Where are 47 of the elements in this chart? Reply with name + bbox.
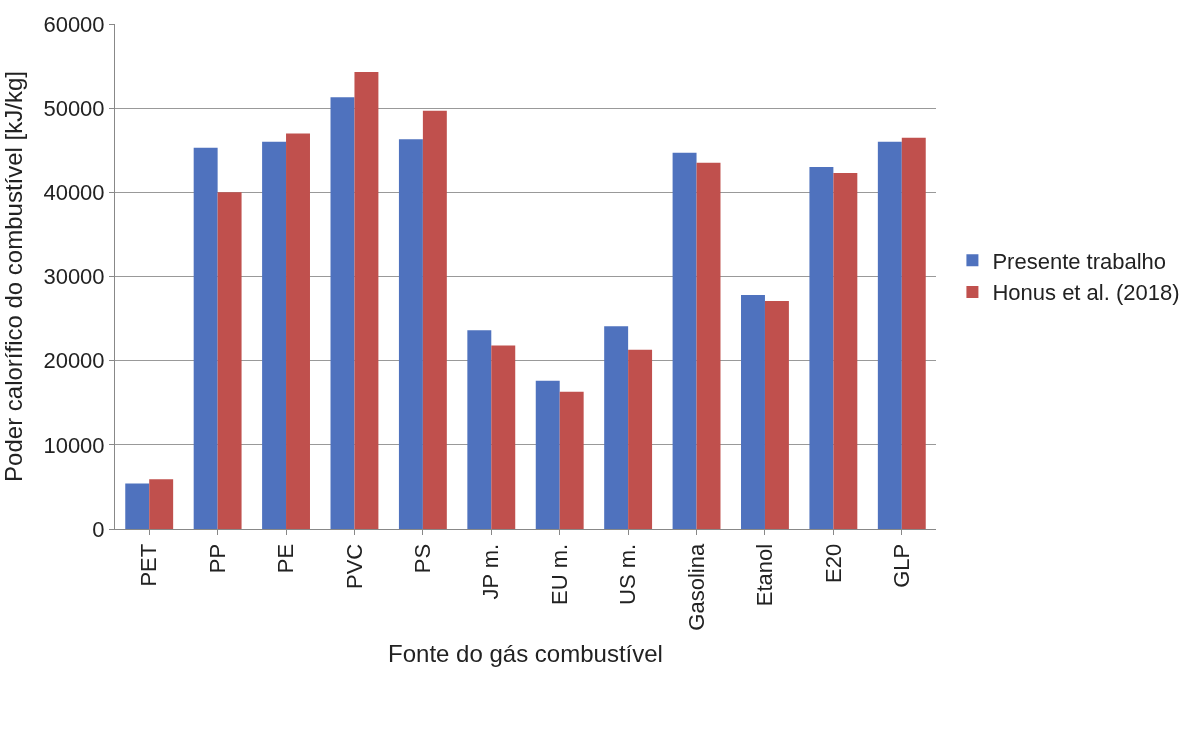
bar <box>398 139 423 529</box>
bar <box>604 326 629 529</box>
bar <box>286 133 310 529</box>
x-tick-label: PS <box>410 543 436 574</box>
bar <box>696 162 721 529</box>
bar <box>672 152 697 529</box>
y-tick-label: 60000 <box>43 11 105 37</box>
x-tick-label: PET <box>136 543 162 587</box>
bar <box>354 71 379 529</box>
y-tick-label: 50000 <box>43 95 105 121</box>
bar <box>330 97 355 529</box>
x-tick-label: PE <box>273 543 299 574</box>
legend-label: Honus et al. (2018) <box>992 280 1180 306</box>
x-axis-title: Fonte do gás combustível <box>388 639 663 667</box>
bar <box>149 479 174 529</box>
x-tick-label: Gasolina <box>683 543 709 631</box>
bar <box>422 110 447 529</box>
bar <box>833 172 858 529</box>
y-tick-label: 0 <box>92 516 105 542</box>
bar <box>535 380 560 529</box>
x-tick-label: PVC <box>341 543 367 590</box>
x-tick-label: US m. <box>615 543 641 605</box>
legend-label: Presente trabalho <box>992 248 1167 274</box>
x-tick-label: JP m. <box>478 543 504 600</box>
y-tick-label: 40000 <box>43 180 105 206</box>
bar <box>467 330 492 529</box>
bar <box>901 137 926 529</box>
bar <box>125 483 150 529</box>
y-tick-label: 10000 <box>43 432 105 458</box>
x-tick-label: EU m. <box>546 543 572 605</box>
x-tick-label: Etanol <box>752 543 778 607</box>
bar <box>741 295 765 529</box>
bar <box>764 300 789 529</box>
bar <box>559 391 584 529</box>
bar <box>262 141 287 529</box>
bar <box>877 141 902 529</box>
bar <box>193 147 218 529</box>
bar <box>809 167 834 529</box>
bar <box>217 192 242 529</box>
bar <box>491 345 516 529</box>
x-tick-label: PP <box>204 543 230 574</box>
x-tick-label: GLP <box>888 543 914 588</box>
x-tick-label: E20 <box>820 543 846 583</box>
bar <box>628 349 653 529</box>
y-tick-label: 30000 <box>43 264 105 290</box>
y-tick-label: 20000 <box>43 348 105 374</box>
y-axis-title: Poder calorífico do combustível [kJ/kg] <box>0 71 27 482</box>
